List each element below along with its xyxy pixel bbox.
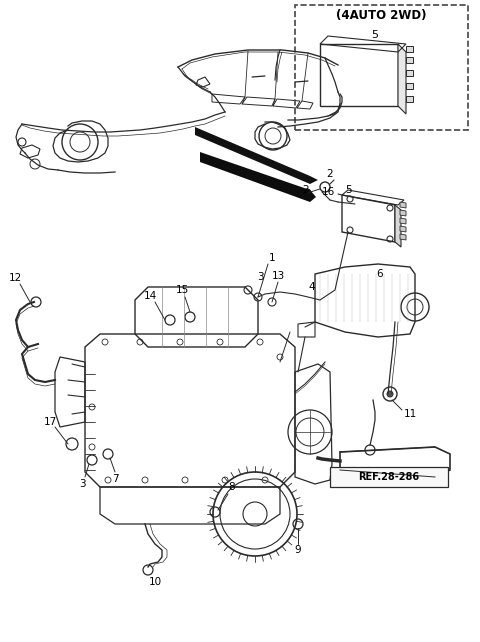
Text: 6: 6 [377,269,384,279]
Text: 16: 16 [322,187,335,197]
Polygon shape [406,57,413,63]
Text: 14: 14 [144,291,156,301]
Circle shape [387,391,393,397]
Polygon shape [400,234,406,240]
Text: 5: 5 [345,185,351,195]
Polygon shape [406,70,413,76]
Bar [330,467,448,487]
Text: 13: 13 [271,271,285,281]
Text: 10: 10 [148,577,162,587]
Text: 12: 12 [8,273,22,283]
Polygon shape [400,210,406,216]
Polygon shape [400,218,406,224]
Text: 15: 15 [175,285,189,295]
Polygon shape [400,202,406,208]
Polygon shape [400,226,406,232]
Text: (4AUTO 2WD): (4AUTO 2WD) [336,8,427,21]
Text: 4: 4 [309,282,315,292]
Bar [295,5,468,130]
Text: 3: 3 [79,479,85,489]
Text: 7: 7 [112,474,118,484]
Polygon shape [200,152,316,202]
Text: 2: 2 [327,169,333,179]
Text: 3: 3 [257,272,264,282]
Polygon shape [398,44,406,114]
Polygon shape [395,205,401,247]
Text: 9: 9 [295,545,301,555]
Polygon shape [406,83,413,89]
Polygon shape [406,46,413,52]
Polygon shape [406,96,413,102]
Text: 2: 2 [303,185,309,195]
Text: 1: 1 [269,253,276,263]
Text: 5: 5 [372,30,379,40]
Polygon shape [195,127,318,184]
Text: 17: 17 [43,417,57,427]
Text: 11: 11 [403,409,417,419]
Text: REF.28-286: REF.28-286 [359,472,420,482]
Text: 8: 8 [228,482,235,492]
